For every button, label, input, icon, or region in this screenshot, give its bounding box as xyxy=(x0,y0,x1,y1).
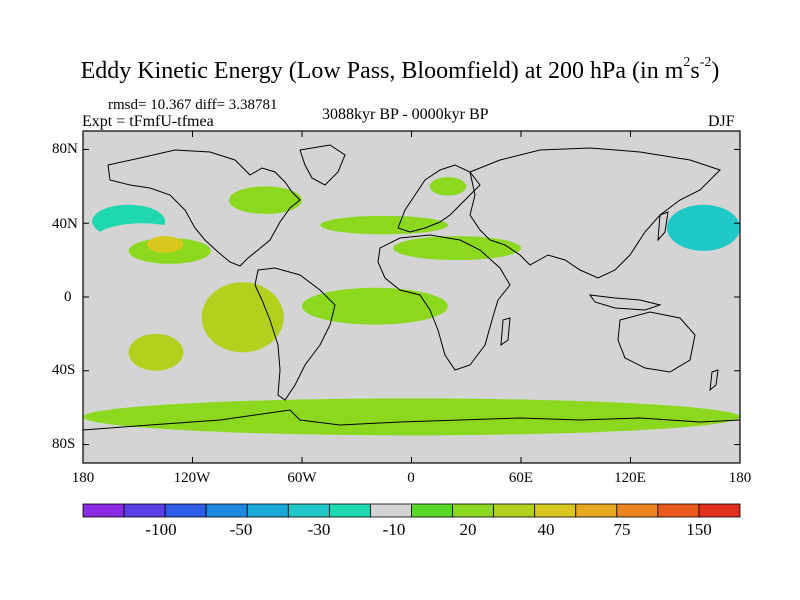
rmsd-diff-stats: rmsd= 10.367 diff= 3.38781 xyxy=(108,97,278,113)
chart-title: Eddy Kinetic Energy (Low Pass, Bloomfiel… xyxy=(0,55,800,85)
axis-ticks xyxy=(82,131,741,463)
coastline-indonesia xyxy=(588,294,662,311)
coastline-asia xyxy=(469,147,721,279)
coastline-new-zealand xyxy=(709,369,719,392)
region-antarctic-coast xyxy=(83,398,740,436)
region-southern-ocean-indian xyxy=(466,352,521,371)
region-north-pacific-east-anomaly xyxy=(667,204,740,251)
region-scandinavia xyxy=(429,177,467,196)
x-label-60w: 60W xyxy=(287,470,317,486)
title-close-paren: ) xyxy=(711,58,720,84)
region-middle-east-jet xyxy=(393,236,521,261)
region-equatorial-atlantic-band xyxy=(302,287,448,325)
colorbar-label-neg100: -100 xyxy=(145,520,177,539)
coastlines xyxy=(83,144,740,431)
coastline-north-america xyxy=(107,149,301,267)
coastline-europe xyxy=(397,164,481,233)
anomaly-regions xyxy=(83,177,740,436)
y-label-40n: 40N xyxy=(52,216,78,232)
y-label-0: 0 xyxy=(64,289,72,305)
x-label-60e: 60E xyxy=(508,470,534,486)
coastline-australia xyxy=(617,311,696,373)
colorbar-label-neg30: -30 xyxy=(307,520,331,539)
y-label-40s: 40S xyxy=(52,362,76,378)
x-label-120e: 120E xyxy=(614,470,646,486)
x-label-180w: 180 xyxy=(71,470,95,486)
region-south-pacific-center xyxy=(128,333,184,371)
title-unit-s: s xyxy=(690,58,700,84)
x-label-120w: 120W xyxy=(173,470,211,486)
colorbar-label-neg10: -10 xyxy=(382,520,406,539)
region-north-america-canada xyxy=(229,186,302,215)
title-text: Eddy Kinetic Energy (Low Pass, Bloomfiel… xyxy=(80,58,684,84)
x-label-0: 0 xyxy=(407,470,415,486)
region-subtropical-pacific-max xyxy=(146,236,184,253)
period-label: 3088kyr BP - 0000kyr BP xyxy=(322,106,489,123)
coastline-africa xyxy=(377,234,511,371)
region-north-atlantic-band xyxy=(320,215,448,235)
colorbar-label-40: 40 xyxy=(537,520,555,539)
experiment-label: Expt = tFmfU-tfmea xyxy=(82,113,214,130)
coastline-japan xyxy=(657,211,669,242)
season-label: DJF xyxy=(708,113,735,130)
y-label-80n: 80N xyxy=(52,141,78,157)
title-exponent-1: 2 xyxy=(683,55,691,70)
region-tropical-east-pacific xyxy=(201,282,284,353)
coastline-antarctica xyxy=(83,409,740,431)
coastline-madagascar xyxy=(500,317,511,347)
y-label-80s: 80S xyxy=(52,436,76,452)
coastline-south-america xyxy=(254,267,336,401)
colorbar-label-75: 75 xyxy=(613,520,631,539)
title-exponent-2: -2 xyxy=(699,55,712,70)
colorbar-label-neg50: -50 xyxy=(229,520,253,539)
coastline-greenland xyxy=(299,144,346,186)
colorbar-label-150: 150 xyxy=(686,520,712,539)
region-asia-jet xyxy=(521,223,594,246)
x-label-180e: 180 xyxy=(728,470,752,486)
colorbar-label-20: 20 xyxy=(459,520,477,539)
